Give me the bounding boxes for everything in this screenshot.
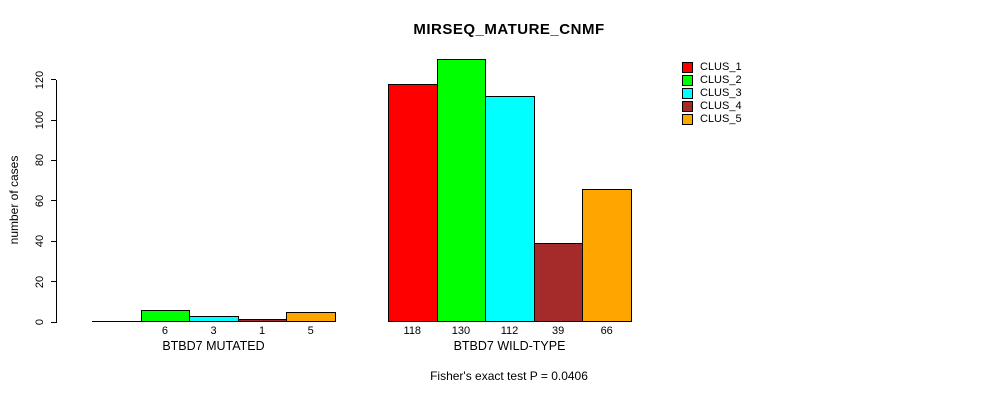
bar-value-label: 130: [451, 325, 471, 337]
legend-swatch-CLUS_3: [682, 88, 693, 99]
legend-swatch-CLUS_4: [682, 101, 693, 112]
legend-label-CLUS_1: CLUS_1: [700, 61, 742, 73]
legend-label-CLUS_4: CLUS_4: [700, 100, 742, 112]
chart-title: MIRSEQ_MATURE_CNMF: [413, 21, 605, 38]
y-axis-tick: [51, 281, 56, 283]
bar-CLUS_2: [140, 310, 191, 322]
bar-value-label: 39: [551, 325, 565, 337]
bar-value-label: 66: [600, 325, 613, 337]
y-axis-title: number of cases: [7, 155, 21, 245]
bar-CLUS_2: [436, 59, 487, 322]
fishers-test-caption: Fisher's exact test P = 0.0406: [430, 369, 588, 383]
y-axis-tick: [51, 321, 56, 323]
y-axis-line: [56, 79, 58, 323]
y-axis-tick-label: 20: [34, 275, 46, 288]
bar-CLUS_3: [485, 96, 535, 322]
legend-label-CLUS_2: CLUS_2: [700, 74, 742, 86]
y-axis-tick-label: 120: [34, 70, 46, 89]
y-axis-tick-label: 60: [34, 194, 46, 207]
legend-swatch-CLUS_2: [682, 75, 693, 86]
bar-value-label: 5: [307, 325, 314, 337]
x-group-label: BTBD7 MUTATED: [162, 339, 265, 353]
bar-value-label: 118: [403, 325, 422, 337]
y-axis-tick: [51, 240, 56, 242]
y-axis-tick: [51, 159, 56, 162]
legend-swatch-CLUS_5: [682, 114, 693, 125]
bar-CLUS_5: [286, 312, 336, 322]
y-axis-tick-label: 0: [34, 318, 46, 326]
legend-label-CLUS_5: CLUS_5: [700, 113, 742, 125]
legend-swatch-CLUS_1: [682, 62, 693, 73]
y-axis-tick-label: 100: [34, 110, 46, 130]
bar-value-label: 3: [210, 325, 217, 337]
bar-CLUS_5: [582, 189, 632, 322]
y-axis-tick-label: 40: [34, 235, 46, 248]
y-axis-tick: [51, 79, 56, 81]
bar-CLUS_1: [92, 321, 142, 323]
x-group-label: BTBD7 WILD-TYPE: [453, 339, 566, 353]
y-axis-tick-label: 80: [34, 154, 46, 167]
bar-value-label: 6: [161, 325, 168, 337]
bar-value-label: 112: [500, 325, 519, 337]
bar-CLUS_4: [533, 243, 584, 322]
legend-label-CLUS_3: CLUS_3: [700, 87, 742, 99]
bar-CLUS_1: [388, 84, 438, 322]
bar-value-label: 1: [259, 325, 266, 337]
y-axis-tick: [51, 200, 56, 202]
bar-CLUS_3: [189, 316, 239, 322]
y-axis-tick: [51, 119, 56, 121]
bar-CLUS_4: [237, 319, 288, 322]
